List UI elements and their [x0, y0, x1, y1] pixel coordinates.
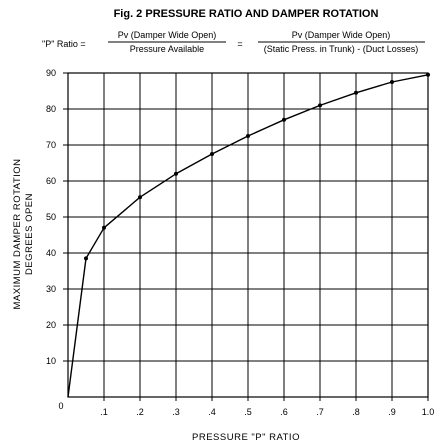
formula-frac2-denominator: (Static Press. in Trunk) - (Duct Losses): [264, 44, 419, 54]
y-tick-label: 70: [46, 140, 56, 150]
data-point: [84, 256, 88, 261]
x-tick-label: .8: [352, 407, 360, 417]
x-tick-label: .5: [244, 407, 252, 417]
x-tick-label: .2: [136, 407, 144, 417]
y-axis-label-line1: MAXIMUM DAMPER ROTATION: [12, 158, 23, 309]
data-point: [174, 171, 178, 176]
formula-frac1-numerator: Pv (Damper Wide Open): [118, 30, 217, 40]
x-tick-label: 1.0: [422, 407, 435, 417]
x-axis-label: PRESSURE "P" RATIO: [192, 432, 300, 443]
formula-equals: =: [237, 39, 242, 49]
y-axis-ticks: 10 20 30 40 50 60 70 80 90: [46, 68, 68, 366]
data-point: [138, 195, 142, 200]
y-tick-label: 30: [46, 284, 56, 294]
x-tick-label: .3: [172, 407, 180, 417]
formula-frac2-numerator: Pv (Damper Wide Open): [292, 30, 391, 40]
data-point: [246, 134, 250, 138]
x-tick-label: .9: [388, 407, 396, 417]
data-point: [210, 152, 214, 156]
y-axis-label-line2: DEGREES OPEN: [24, 193, 35, 275]
x-tick-label: .4: [208, 407, 216, 417]
data-point: [102, 225, 106, 230]
x-axis-ticks: .1 .2 .3 .4 .5 .6 .7 .8 .9 1.0: [100, 397, 434, 417]
series-line: [67, 74, 429, 398]
data-point: [282, 117, 286, 122]
formula-frac1-denominator: Pressure Available: [130, 44, 204, 54]
origin-label: 0: [58, 401, 63, 411]
chart-grid: [67, 72, 429, 398]
x-tick-label: .1: [100, 407, 108, 417]
y-tick-label: 80: [46, 104, 56, 114]
data-point: [426, 72, 430, 77]
data-point: [354, 90, 358, 95]
formula-lhs: "P" Ratio =: [42, 39, 86, 49]
x-tick-label: .7: [316, 407, 324, 417]
y-tick-label: 60: [46, 176, 56, 186]
x-tick-label: .6: [280, 407, 288, 417]
y-tick-label: 50: [46, 212, 56, 222]
y-tick-label: 10: [46, 356, 56, 366]
data-series: [67, 72, 430, 398]
ratio-formula: "P" Ratio = Pv (Damper Wide Open) Pressu…: [42, 30, 425, 54]
y-tick-label: 90: [46, 68, 56, 78]
chart-title: Fig. 2 PRESSURE RATIO AND DAMPER ROTATIO…: [114, 8, 379, 20]
data-point: [390, 80, 394, 84]
y-tick-label: 20: [46, 320, 56, 330]
data-point: [318, 103, 322, 108]
y-tick-label: 40: [46, 248, 56, 258]
